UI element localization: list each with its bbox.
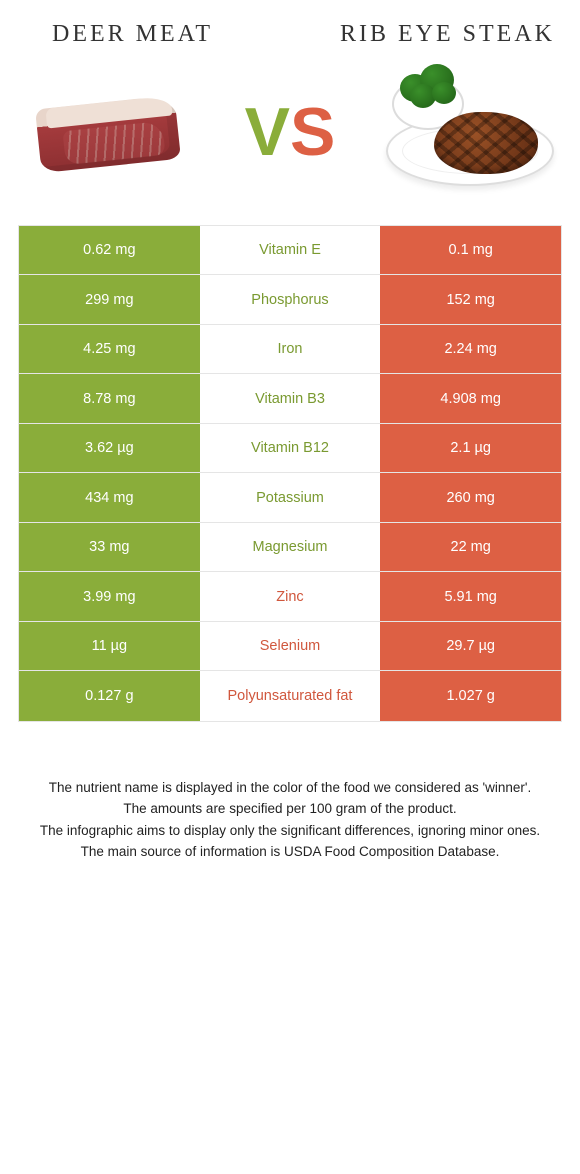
value-right: 0.1 mg	[380, 226, 561, 275]
footer-notes: The nutrient name is displayed in the co…	[0, 722, 580, 862]
table-row: 4.25 mgIron2.24 mg	[19, 325, 561, 375]
value-right: 1.027 g	[380, 671, 561, 721]
footer-line: The nutrient name is displayed in the co…	[30, 778, 550, 798]
nutrient-name: Iron	[200, 325, 381, 374]
value-left: 299 mg	[19, 275, 200, 324]
value-right: 2.1 µg	[380, 424, 561, 473]
value-left: 0.62 mg	[19, 226, 200, 275]
header-left: Deer meat	[20, 20, 245, 49]
value-right: 260 mg	[380, 473, 561, 522]
value-left: 11 µg	[19, 622, 200, 671]
table-row: 0.127 gPolyunsaturated fat1.027 g	[19, 671, 561, 721]
table-row: 33 mgMagnesium22 mg	[19, 523, 561, 573]
nutrient-name: Magnesium	[200, 523, 381, 572]
nutrient-name: Potassium	[200, 473, 381, 522]
footer-line: The amounts are specified per 100 gram o…	[30, 799, 550, 819]
deer-meat-icon	[30, 84, 190, 179]
comparison-table: 0.62 mgVitamin E0.1 mg299 mgPhosphorus15…	[18, 225, 562, 722]
food-right-image	[380, 67, 560, 197]
nutrient-name: Selenium	[200, 622, 381, 671]
nutrient-name: Zinc	[200, 572, 381, 621]
value-right: 152 mg	[380, 275, 561, 324]
table-row: 434 mgPotassium260 mg	[19, 473, 561, 523]
header-spacer	[245, 20, 335, 49]
nutrient-name: Vitamin E	[200, 226, 381, 275]
footer-line: The infographic aims to display only the…	[30, 821, 550, 841]
value-left: 3.99 mg	[19, 572, 200, 621]
value-left: 33 mg	[19, 523, 200, 572]
nutrient-name: Vitamin B12	[200, 424, 381, 473]
footer-line: The main source of information is USDA F…	[30, 842, 550, 862]
value-right: 4.908 mg	[380, 374, 561, 423]
vs-label: VS	[245, 98, 336, 166]
table-row: 3.99 mgZinc5.91 mg	[19, 572, 561, 622]
food-right-title: Rib eye steak	[340, 20, 555, 49]
table-row: 0.62 mgVitamin E0.1 mg	[19, 226, 561, 276]
nutrient-name: Vitamin B3	[200, 374, 381, 423]
nutrient-name: Phosphorus	[200, 275, 381, 324]
hero-row: VS	[0, 57, 580, 225]
table-row: 3.62 µgVitamin B122.1 µg	[19, 424, 561, 474]
value-right: 22 mg	[380, 523, 561, 572]
vs-v: V	[245, 94, 290, 170]
table-row: 11 µgSelenium29.7 µg	[19, 622, 561, 672]
header: Deer meat Rib eye steak	[0, 0, 580, 57]
food-left-image	[20, 67, 200, 197]
ribeye-steak-icon	[380, 72, 560, 192]
table-row: 8.78 mgVitamin B34.908 mg	[19, 374, 561, 424]
value-left: 3.62 µg	[19, 424, 200, 473]
value-right: 5.91 mg	[380, 572, 561, 621]
nutrient-name: Polyunsaturated fat	[200, 671, 381, 721]
value-left: 434 mg	[19, 473, 200, 522]
food-left-title: Deer meat	[52, 20, 213, 49]
header-right: Rib eye steak	[335, 20, 560, 49]
value-right: 2.24 mg	[380, 325, 561, 374]
table-row: 299 mgPhosphorus152 mg	[19, 275, 561, 325]
value-right: 29.7 µg	[380, 622, 561, 671]
value-left: 4.25 mg	[19, 325, 200, 374]
vs-s: S	[290, 94, 335, 170]
value-left: 0.127 g	[19, 671, 200, 721]
value-left: 8.78 mg	[19, 374, 200, 423]
